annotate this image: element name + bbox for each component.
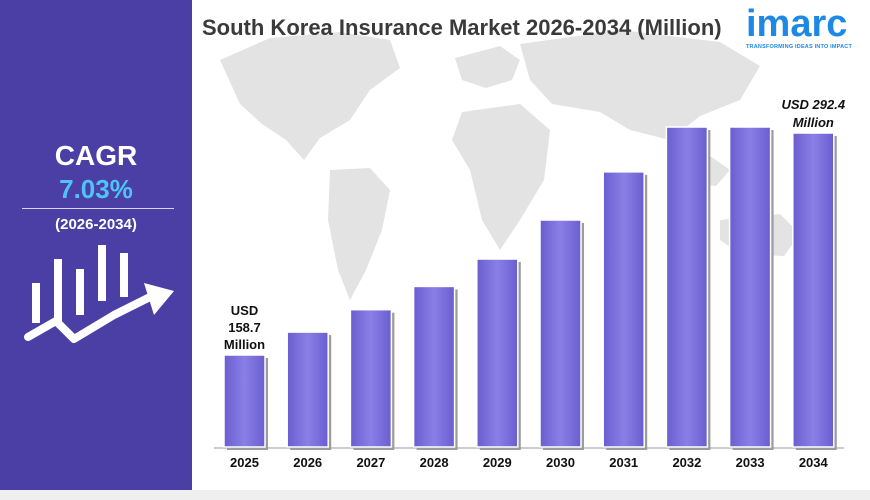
x-tick-label: 2031	[609, 455, 638, 470]
data-label-first: USD	[231, 303, 258, 318]
data-label-first: 158.7	[228, 320, 261, 335]
cagr-divider	[22, 208, 174, 209]
data-label-last: USD 292.4	[782, 97, 846, 112]
x-tick-label: 2026	[293, 455, 322, 470]
bottom-strip	[0, 490, 870, 500]
imarc-logo: imarc TRANSFORMING IDEAS INTO IMPACT	[746, 4, 866, 50]
cagr-value: 7.03%	[59, 174, 133, 204]
x-tick-label: 2030	[546, 455, 575, 470]
logo-word: imarc	[746, 3, 848, 45]
chart-title: South Korea Insurance Market 2026-2034 (…	[202, 15, 722, 40]
bar-2029	[476, 258, 519, 448]
x-tick-label: 2025	[230, 455, 259, 470]
x-tick-label: 2034	[799, 455, 829, 470]
bar-2033	[728, 126, 772, 448]
x-tick-label: 2027	[356, 455, 385, 470]
data-label-last: Million	[793, 115, 834, 130]
bar-2031	[602, 171, 645, 448]
left-panel: CAGR 7.03% (2026-2034)	[0, 0, 192, 500]
x-tick-label: 2032	[672, 455, 701, 470]
bar-2026	[286, 331, 329, 448]
bar-2027	[349, 308, 393, 448]
x-tick-label: 2029	[483, 455, 512, 470]
bar-2030	[539, 219, 582, 448]
logo-tagline: TRANSFORMING IDEAS INTO IMPACT	[746, 44, 853, 50]
cagr-period: (2026-2034)	[55, 216, 137, 233]
cagr-label: CAGR	[54, 140, 138, 171]
x-tick-label: 2028	[420, 455, 449, 470]
bar-2032	[665, 126, 709, 448]
x-tick-label: 2033	[736, 455, 765, 470]
bar-2028	[412, 285, 456, 448]
bar-2025	[223, 354, 266, 448]
growth-chart-icon	[24, 245, 174, 343]
data-label-first: Million	[224, 337, 265, 352]
bar-2034	[792, 132, 835, 448]
